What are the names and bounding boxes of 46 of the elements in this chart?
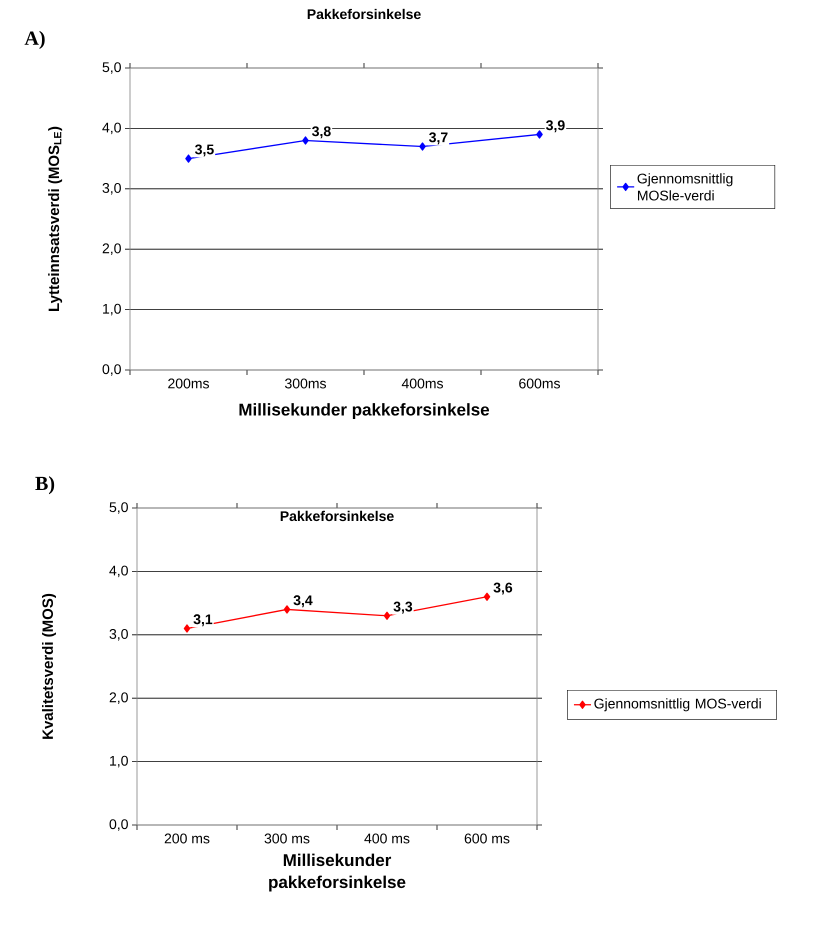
legend-label: Gjennomsnittlig MOS-verdi: [594, 698, 761, 712]
legend-label: Gjennomsnittlig MOSle-verdi: [638, 173, 732, 201]
chart-title: Pakkeforsinkelse: [308, 8, 421, 20]
text: A): [24, 30, 45, 49]
data-label: 3,5: [195, 144, 214, 156]
x-axis-title: Millisekunder pakkeforsinkelse: [269, 854, 406, 892]
point: [284, 605, 290, 614]
data-label: 3,8: [312, 126, 331, 138]
point: [384, 612, 390, 620]
text: B): [35, 476, 54, 494]
y-axis-title: Lytteinnsatsverdi (MOS$_{LE}$): [48, 126, 62, 311]
point: [302, 136, 309, 145]
y-tick-label: 1,0: [110, 756, 128, 768]
data-label: 3,1: [194, 614, 212, 626]
y-tick-label: 5,0: [102, 62, 121, 74]
x-tick-label: 400 ms: [364, 834, 410, 844]
data-label: 3,6: [494, 582, 512, 595]
point: [419, 142, 426, 151]
point: [484, 592, 490, 601]
y-tick-label: 0,0: [110, 819, 128, 831]
data-label: 3,4: [294, 595, 313, 608]
y-tick-label: 5,0: [110, 502, 128, 514]
x-tick-label: 600ms: [519, 378, 560, 388]
data-label: 3,7: [429, 132, 448, 144]
point: [185, 154, 192, 163]
y-tick-label: 3,0: [110, 629, 128, 641]
y-tick-label: 0,0: [102, 364, 121, 376]
y-tick-label: 2,0: [102, 243, 121, 255]
y-axis-title: Kvalitetsverdi (MOS): [42, 594, 56, 739]
data-label: 3,3: [394, 602, 412, 614]
x-tick-label: 400ms: [402, 378, 443, 388]
point: [536, 130, 543, 139]
x-axis-title: Millisekunder pakkeforsinkelse: [239, 403, 490, 419]
y-tick-label: 4,0: [102, 122, 121, 134]
chart-title: Pakkeforsinkelse: [280, 510, 394, 522]
data-label: 3,9: [546, 120, 565, 132]
y-tick-label: 1,0: [103, 304, 121, 316]
x-tick-label: 600 ms: [464, 834, 510, 844]
x-tick-label: 200 ms: [164, 834, 210, 844]
y-tick-label: 4,0: [109, 566, 128, 578]
point: [184, 624, 190, 633]
x-tick-label: 200ms: [168, 378, 209, 388]
y-tick-label: 3,0: [102, 183, 121, 195]
x-tick-label: 300 ms: [264, 834, 310, 844]
y-tick-label: 2,0: [110, 692, 128, 704]
x-tick-label: 300ms: [285, 378, 326, 388]
